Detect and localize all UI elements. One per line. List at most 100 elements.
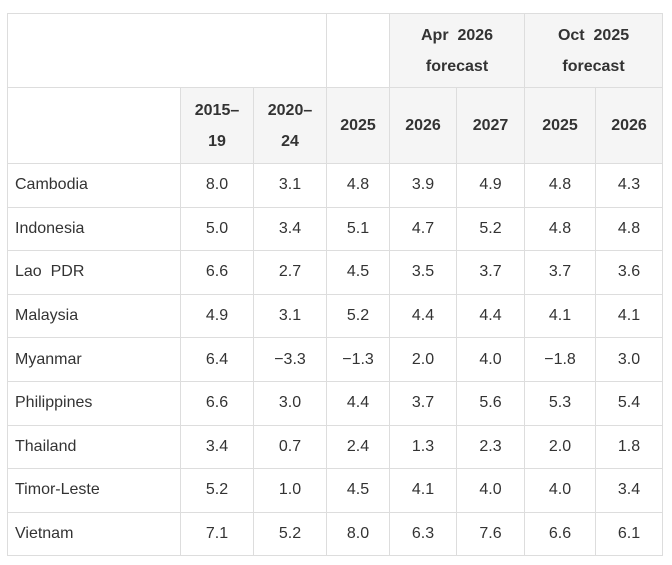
table-row: Myanmar 6.4 −3.3 −1.3 2.0 4.0 −1.8 3.0 — [7, 337, 664, 382]
group-header-apr-2026: Apr 2026 forecast — [389, 13, 526, 88]
value-cell: 5.2 — [456, 206, 526, 252]
value-cell: −1.3 — [326, 337, 391, 382]
value-cell: 3.4 — [180, 424, 254, 470]
header-corner-cell — [6, 13, 328, 88]
table-row: Philippines 6.6 3.0 4.4 3.7 5.6 5.3 5.4 — [7, 380, 664, 426]
value-cell: 2.0 — [524, 424, 597, 470]
table-row: Timor-Leste 5.2 1.0 4.5 4.1 4.0 4.0 3.4 — [7, 468, 664, 513]
table-body: Cambodia 8.0 3.1 4.8 3.9 4.9 4.8 4.3 Indonesia 5.… — [7, 163, 664, 557]
value-cell: 6.3 — [389, 511, 458, 557]
value-cell: 4.8 — [595, 206, 664, 252]
year-header-cell: 2020– 24 — [252, 87, 328, 164]
year-header-cell: 2025 — [326, 87, 391, 164]
value-cell: 4.3 — [595, 163, 664, 208]
value-cell: 6.6 — [180, 250, 254, 295]
value-cell: 2.4 — [326, 424, 391, 470]
value-cell: 7.6 — [456, 511, 526, 557]
value-cell: 4.4 — [456, 293, 526, 339]
year-header-cell: 2027 — [456, 87, 526, 164]
table-row: Cambodia 8.0 3.1 4.8 3.9 4.9 4.8 4.3 — [7, 163, 664, 208]
value-cell: 3.1 — [252, 293, 328, 339]
group-header-line2: forecast — [562, 57, 625, 75]
group-header-line1: Apr 2026 — [421, 26, 494, 44]
value-cell: 3.5 — [389, 250, 458, 295]
value-cell: 5.1 — [326, 206, 391, 252]
year-header-line2: 19 — [208, 132, 226, 150]
value-cell: 4.5 — [326, 250, 391, 295]
value-cell: 5.2 — [252, 511, 328, 557]
value-cell: 5.2 — [326, 293, 391, 339]
year-header-line1: 2025 — [340, 117, 376, 134]
value-cell: 2.3 — [456, 424, 526, 470]
value-cell: 3.9 — [389, 163, 458, 208]
value-cell: 0.7 — [252, 424, 328, 470]
year-header-line1: 2026 — [611, 117, 647, 134]
value-cell: 5.3 — [524, 380, 597, 426]
country-cell: Vietnam — [7, 511, 181, 557]
value-cell: 4.5 — [326, 468, 391, 513]
year-header-cell: 2026 — [389, 87, 458, 164]
value-cell: 6.6 — [524, 511, 597, 557]
value-cell: 1.0 — [252, 468, 328, 513]
year-header-cell: 2015– 19 — [180, 87, 254, 164]
value-cell: 8.0 — [180, 163, 254, 208]
year-header-line1: 2026 — [405, 117, 441, 134]
year-header-cell: 2026 — [595, 87, 664, 164]
value-cell: 4.0 — [456, 337, 526, 382]
country-cell: Thailand — [7, 424, 181, 470]
table-row: Indonesia 5.0 3.4 5.1 4.7 5.2 4.8 4.8 — [7, 206, 664, 252]
value-cell: 7.1 — [180, 511, 254, 557]
value-cell: 8.0 — [326, 511, 391, 557]
value-cell: 4.4 — [326, 380, 391, 426]
value-cell: 4.9 — [456, 163, 526, 208]
value-cell: 3.7 — [456, 250, 526, 295]
value-cell: 3.4 — [252, 206, 328, 252]
value-cell: 5.0 — [180, 206, 254, 252]
value-cell: 1.8 — [595, 424, 664, 470]
growth-forecast-table: Apr 2026 forecast Oct 2025 forecast 2015… — [6, 13, 664, 557]
country-cell: Cambodia — [7, 163, 181, 208]
table-row: Malaysia 4.9 3.1 5.2 4.4 4.4 4.1 4.1 — [7, 293, 664, 339]
country-cell: Indonesia — [7, 206, 181, 252]
value-cell: −3.3 — [252, 337, 328, 382]
value-cell: −1.8 — [524, 337, 597, 382]
group-header-oct-2025: Oct 2025 forecast — [524, 13, 664, 88]
year-header-line2: 24 — [281, 132, 299, 150]
value-cell: 3.4 — [595, 468, 664, 513]
group-header-row: Apr 2026 forecast Oct 2025 forecast — [6, 13, 664, 88]
value-cell: 5.6 — [456, 380, 526, 426]
country-cell: Timor-Leste — [7, 468, 181, 513]
year-header-line1: 2020– — [267, 101, 313, 119]
value-cell: 4.9 — [180, 293, 254, 339]
value-cell: 2.7 — [252, 250, 328, 295]
header-empty-cell — [326, 13, 391, 88]
country-cell: Malaysia — [7, 293, 181, 339]
year-header-line1: 2015– — [194, 101, 240, 119]
value-cell: 4.8 — [524, 163, 597, 208]
value-cell: 4.4 — [389, 293, 458, 339]
table-row: Vietnam 7.1 5.2 8.0 6.3 7.6 6.6 6.1 — [7, 511, 664, 557]
country-cell: Myanmar — [7, 337, 181, 382]
value-cell: 5.4 — [595, 380, 664, 426]
value-cell: 4.1 — [389, 468, 458, 513]
value-cell: 4.8 — [326, 163, 391, 208]
value-cell: 4.0 — [456, 468, 526, 513]
value-cell: 5.2 — [180, 468, 254, 513]
value-cell: 3.1 — [252, 163, 328, 208]
table-row: Thailand 3.4 0.7 2.4 1.3 2.3 2.0 1.8 — [7, 424, 664, 470]
group-header-line2: forecast — [425, 57, 489, 75]
value-cell: 3.7 — [389, 380, 458, 426]
value-cell: 4.1 — [595, 293, 664, 339]
value-cell: 6.6 — [180, 380, 254, 426]
value-cell: 4.1 — [524, 293, 597, 339]
value-cell: 3.6 — [595, 250, 664, 295]
value-cell: 4.7 — [389, 206, 458, 252]
table-row: Lao PDR 6.6 2.7 4.5 3.5 3.7 3.7 3.6 — [7, 250, 664, 295]
value-cell: 1.3 — [389, 424, 458, 470]
country-cell: Philippines — [7, 380, 181, 426]
value-cell: 3.0 — [252, 380, 328, 426]
group-header-line1: Oct 2025 — [557, 26, 630, 44]
value-cell: 4.0 — [524, 468, 597, 513]
year-header-line1: 2025 — [542, 117, 578, 134]
year-header-line1: 2027 — [472, 117, 509, 134]
